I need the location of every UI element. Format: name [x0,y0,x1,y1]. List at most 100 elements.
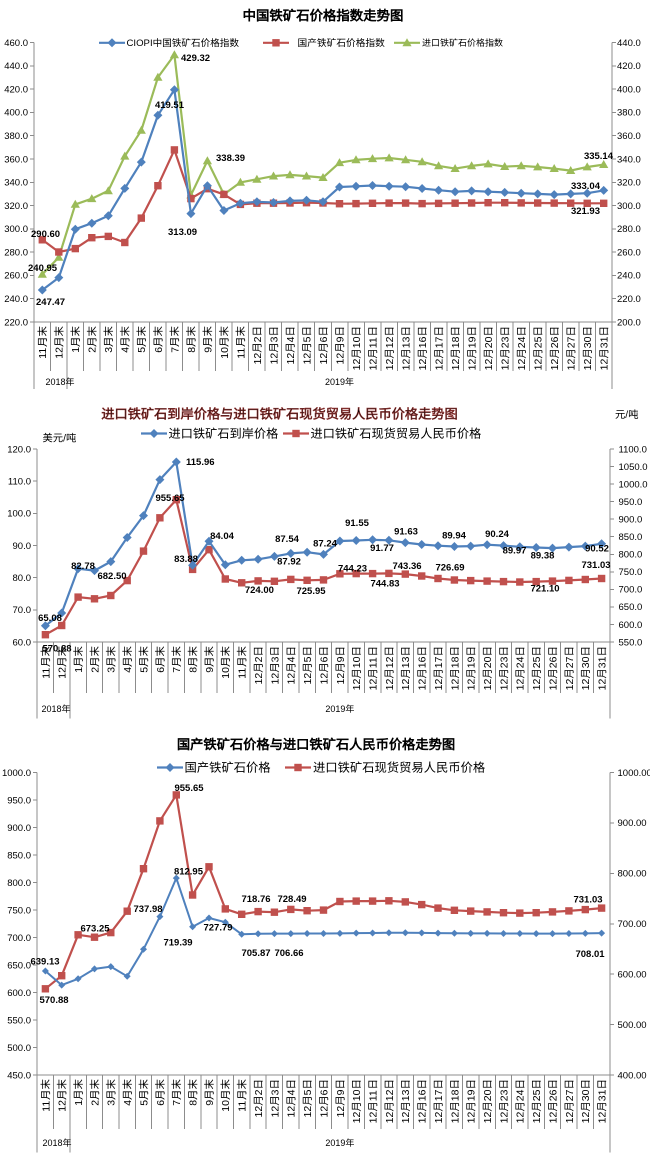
svg-text:600.0: 600.0 [7,988,31,999]
svg-text:724.00: 724.00 [245,585,274,596]
svg-text:3: 3 [106,1100,118,1106]
svg-text:12: 12 [351,679,363,691]
svg-text:90.0: 90.0 [13,541,32,552]
svg-text:84.04: 84.04 [210,531,234,542]
svg-text:900.00: 900.00 [618,818,647,829]
svg-text:12: 12 [580,679,592,691]
svg-text:110.0: 110.0 [8,477,31,488]
svg-text:12: 12 [269,673,281,685]
svg-text:639.13: 639.13 [30,957,59,968]
svg-text:12: 12 [450,359,462,371]
svg-text:570.88: 570.88 [42,644,71,655]
svg-text:12: 12 [500,359,512,371]
svg-text:1: 1 [73,667,85,673]
svg-text:3: 3 [269,1089,281,1095]
svg-text:25: 25 [531,1089,543,1101]
svg-text:87.92: 87.92 [277,557,301,568]
svg-text:340.0: 340.0 [4,178,28,189]
svg-text:12: 12 [531,679,543,691]
svg-text:/: / [63,434,66,445]
svg-text:440.0: 440.0 [617,38,641,49]
svg-text:20: 20 [482,1089,494,1101]
svg-text:12: 12 [384,359,396,371]
svg-text:400.0: 400.0 [617,84,641,95]
svg-text:12: 12 [302,1106,314,1118]
svg-text:12: 12 [301,353,313,365]
svg-text:2: 2 [253,1089,265,1095]
svg-text:11: 11 [237,1101,249,1112]
svg-text:30: 30 [580,656,592,668]
svg-text:31: 31 [597,1089,609,1101]
svg-text:4: 4 [286,1089,298,1095]
svg-text:20: 20 [483,336,495,348]
svg-text:220.0: 220.0 [617,294,641,305]
svg-text:9: 9 [335,656,347,662]
svg-text:440.0: 440.0 [4,61,28,72]
svg-text:91.77: 91.77 [370,543,394,554]
svg-text:24: 24 [515,1089,527,1101]
svg-text:25: 25 [533,336,545,348]
svg-text:115.96: 115.96 [186,457,215,468]
svg-text:500.0: 500.0 [7,1043,31,1054]
svg-text:705.87: 705.87 [241,948,270,959]
svg-text:16: 16 [417,336,429,348]
svg-text:12: 12 [400,1112,412,1124]
svg-text:11: 11 [40,1101,52,1112]
svg-text:8: 8 [186,347,198,353]
svg-text:24: 24 [516,336,528,348]
svg-text:11: 11 [235,348,247,359]
svg-text:12: 12 [515,679,527,691]
svg-text:6: 6 [318,1089,330,1095]
svg-text:13: 13 [401,336,413,348]
svg-text:11: 11 [367,337,379,348]
svg-text:17: 17 [433,656,445,668]
svg-text:18: 18 [450,336,462,348]
svg-text:280.0: 280.0 [617,224,641,235]
svg-text:100.0: 100.0 [7,509,31,520]
svg-text:320.0: 320.0 [4,201,28,212]
svg-text:4: 4 [122,667,134,673]
svg-text:9: 9 [204,667,216,673]
svg-text:2019: 2019 [325,377,345,387]
svg-text:240.0: 240.0 [4,294,28,305]
svg-text:7: 7 [171,1100,183,1106]
svg-text:19: 19 [467,336,479,348]
svg-text:23: 23 [500,336,512,348]
svg-text:5: 5 [302,656,314,662]
svg-text:12: 12 [549,359,561,371]
svg-text:5: 5 [301,336,313,342]
svg-text:12: 12 [318,353,330,365]
svg-text:12: 12 [368,679,380,691]
svg-text:12: 12 [597,1112,609,1124]
svg-text:12: 12 [335,673,347,685]
svg-text:24: 24 [515,656,527,668]
svg-text:900.0: 900.0 [7,823,31,834]
svg-text:6: 6 [155,1100,167,1106]
svg-text:25: 25 [531,656,543,668]
svg-text:1: 1 [73,1100,85,1106]
svg-text:19: 19 [466,656,478,668]
svg-text:12: 12 [482,679,494,691]
svg-text:11: 11 [37,348,49,359]
svg-text:1100.0: 1100.0 [619,444,647,455]
svg-text:13: 13 [400,1089,412,1101]
svg-text:12: 12 [449,1112,461,1124]
svg-text:12: 12 [384,1089,396,1101]
svg-text:2019: 2019 [325,704,345,714]
svg-text:120.0: 120.0 [7,444,31,455]
svg-text:12: 12 [302,673,314,685]
svg-text:12: 12 [417,359,429,371]
svg-text:82.78: 82.78 [71,561,95,572]
svg-text:12: 12 [252,353,264,365]
svg-text:19: 19 [466,1089,478,1101]
svg-text:27: 27 [564,1089,576,1101]
svg-text:240.0: 240.0 [617,271,641,282]
svg-text:300.0: 300.0 [4,224,28,235]
svg-text:600.0: 600.0 [619,620,643,631]
svg-text:380.0: 380.0 [617,108,641,119]
svg-text:5: 5 [138,1100,150,1106]
svg-text:955.65: 955.65 [174,783,204,794]
svg-text:91.55: 91.55 [345,518,369,529]
svg-text:12: 12 [286,673,298,685]
svg-text:12: 12 [482,1112,494,1124]
